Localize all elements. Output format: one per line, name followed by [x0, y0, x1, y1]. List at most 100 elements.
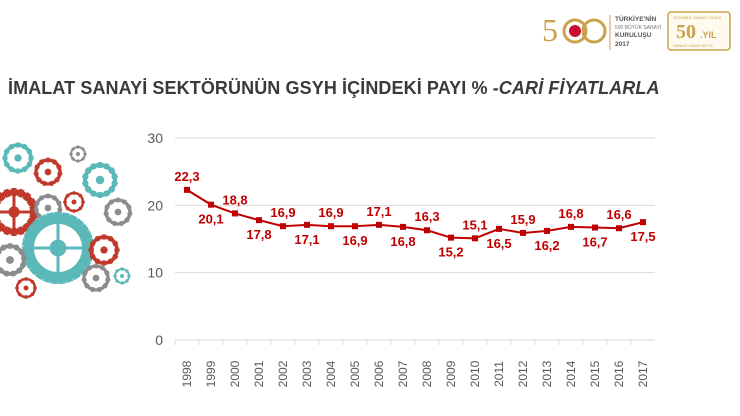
x-tick-label: 1998 [180, 360, 194, 387]
data-point-marker [640, 219, 646, 226]
data-label: 17,1 [366, 204, 391, 219]
x-tick-label: 2001 [252, 360, 266, 387]
data-label: 17,1 [294, 232, 319, 247]
data-label: 16,3 [414, 209, 439, 224]
gear-icon [113, 267, 131, 285]
logo-line-4: 2017 [615, 41, 630, 48]
data-label: 22,3 [174, 169, 199, 184]
data-point-marker [592, 224, 598, 231]
data-labels: 22,3 20,1 18,8 17,8 16,9 17,1 16,9 16,9 17,1 16,8… [174, 169, 655, 260]
sponsor-logos: 5 TÜRKİYE'NİN 500 BÜYÜK SANAYİ KURULUŞU … [542, 11, 731, 51]
y-tick-label: 0 [155, 332, 163, 348]
data-point-marker [184, 186, 190, 193]
gear-icon [81, 263, 111, 293]
x-tick-label: 2002 [276, 360, 290, 387]
data-point-marker [544, 227, 550, 234]
gear-icon [0, 243, 27, 277]
x-tick-label: 1999 [204, 360, 218, 387]
gear-cluster [0, 142, 133, 299]
data-label: 16,6 [606, 207, 631, 222]
data-label: 18,8 [222, 192, 247, 207]
data-label: 16,5 [486, 236, 511, 251]
data-label: 16,9 [318, 205, 343, 220]
data-label: 15,9 [510, 212, 535, 227]
data-label: 20,1 [198, 212, 223, 227]
data-label: 15,1 [462, 217, 487, 232]
gear-icon [0, 188, 39, 236]
y-axis-ticks: 0 10 20 30 [147, 130, 163, 348]
data-label: 16,9 [342, 233, 367, 248]
logo-ring-2 [581, 18, 607, 44]
x-tick-label: 2010 [468, 360, 482, 387]
data-label: 15,2 [438, 245, 463, 260]
line-chart: 0 10 20 30 1998 1999 2000 2001 2002 2003 2004 2005… [147, 130, 655, 387]
gear-icon [33, 157, 63, 187]
x-tick-label: 2005 [348, 360, 362, 387]
x-tick-label: 2003 [300, 360, 314, 387]
fifty-year-badge: İSTANBUL SANAYİ ODASI 50 .YIL SANAYİ ODA… [667, 11, 731, 51]
x-tick-label: 2016 [612, 360, 626, 387]
logo-digit-5: 5 [542, 12, 558, 48]
logo-line-3: KURULUŞU [615, 32, 652, 39]
gear-icon [63, 191, 85, 213]
x-tick-label: 2009 [444, 360, 458, 387]
x-tick-label: 2004 [324, 360, 338, 387]
x-tick-label: 2015 [588, 360, 602, 387]
data-point-marker [520, 229, 526, 236]
y-tick-label: 30 [147, 130, 163, 146]
series-markers [184, 186, 646, 242]
data-point-marker [472, 235, 478, 242]
chart-title: İMALAT SANAYİ SEKTÖRÜNÜN GSYH İÇİNDEKİ P… [8, 78, 660, 99]
gear-icon [2, 142, 34, 174]
gear-icon [15, 277, 37, 299]
logo-ring-1 [562, 18, 588, 44]
data-point-marker [256, 217, 262, 224]
data-point-marker [568, 223, 574, 230]
x-axis-ticks: 1998 1999 2000 2001 2002 2003 2004 2005 2006 2007… [174, 340, 650, 387]
data-label: 16,7 [582, 235, 607, 250]
gear-icon [88, 234, 120, 266]
badge-number: 50 [676, 21, 696, 43]
data-label: 16,2 [534, 238, 559, 253]
badge-suffix: .YIL [700, 30, 717, 40]
chart-title-main: İMALAT SANAYİ SEKTÖRÜNÜN GSYH İÇİNDEKİ P… [8, 78, 493, 98]
x-tick-label: 2011 [492, 361, 506, 387]
data-point-marker [232, 210, 238, 217]
x-tick-label: 2012 [516, 360, 530, 387]
data-point-marker [496, 225, 502, 232]
chart-title-italic: -CARİ FİYATLARLA [492, 78, 660, 98]
data-label: 17,5 [630, 229, 655, 244]
series-line [186, 188, 644, 240]
isanayi-500-logo: 5 TÜRKİYE'NİN 500 BÜYÜK SANAYİ KURULUŞU … [542, 12, 661, 50]
data-point-marker [616, 225, 622, 232]
data-point-marker [400, 223, 406, 230]
gear-icon [103, 197, 133, 227]
data-point-marker [304, 221, 310, 228]
data-label: 16,8 [390, 234, 415, 249]
badge-bottom-text: SANAYİ ODASI 50 YIL [673, 43, 714, 48]
y-tick-label: 20 [147, 197, 163, 213]
y-tick-label: 10 [147, 265, 163, 281]
data-point-marker [448, 234, 454, 241]
gear-icon [82, 162, 118, 198]
x-tick-label: 2000 [228, 360, 242, 387]
gear-icon [69, 145, 87, 163]
data-point-marker [352, 223, 358, 230]
gears-illustration [0, 142, 133, 299]
data-label: 16,9 [270, 205, 295, 220]
x-tick-label: 2013 [540, 360, 554, 387]
logo-line-1: TÜRKİYE'NİN [615, 14, 657, 23]
x-tick-label: 2006 [372, 360, 386, 387]
x-tick-label: 2008 [420, 360, 434, 387]
x-tick-label: 2007 [396, 360, 410, 387]
data-point-marker [376, 221, 382, 228]
data-point-marker [328, 223, 334, 230]
x-tick-label: 2017 [636, 360, 650, 387]
data-label: 16,8 [558, 206, 583, 221]
logo-line-2: 500 BÜYÜK SANAYİ [615, 24, 661, 31]
data-point-marker [424, 227, 430, 234]
data-point-marker [208, 201, 214, 208]
iso-emblem-icon [569, 25, 581, 37]
badge-top-text: İSTANBUL SANAYİ ODASI [673, 15, 721, 20]
x-tick-label: 2014 [564, 360, 578, 387]
